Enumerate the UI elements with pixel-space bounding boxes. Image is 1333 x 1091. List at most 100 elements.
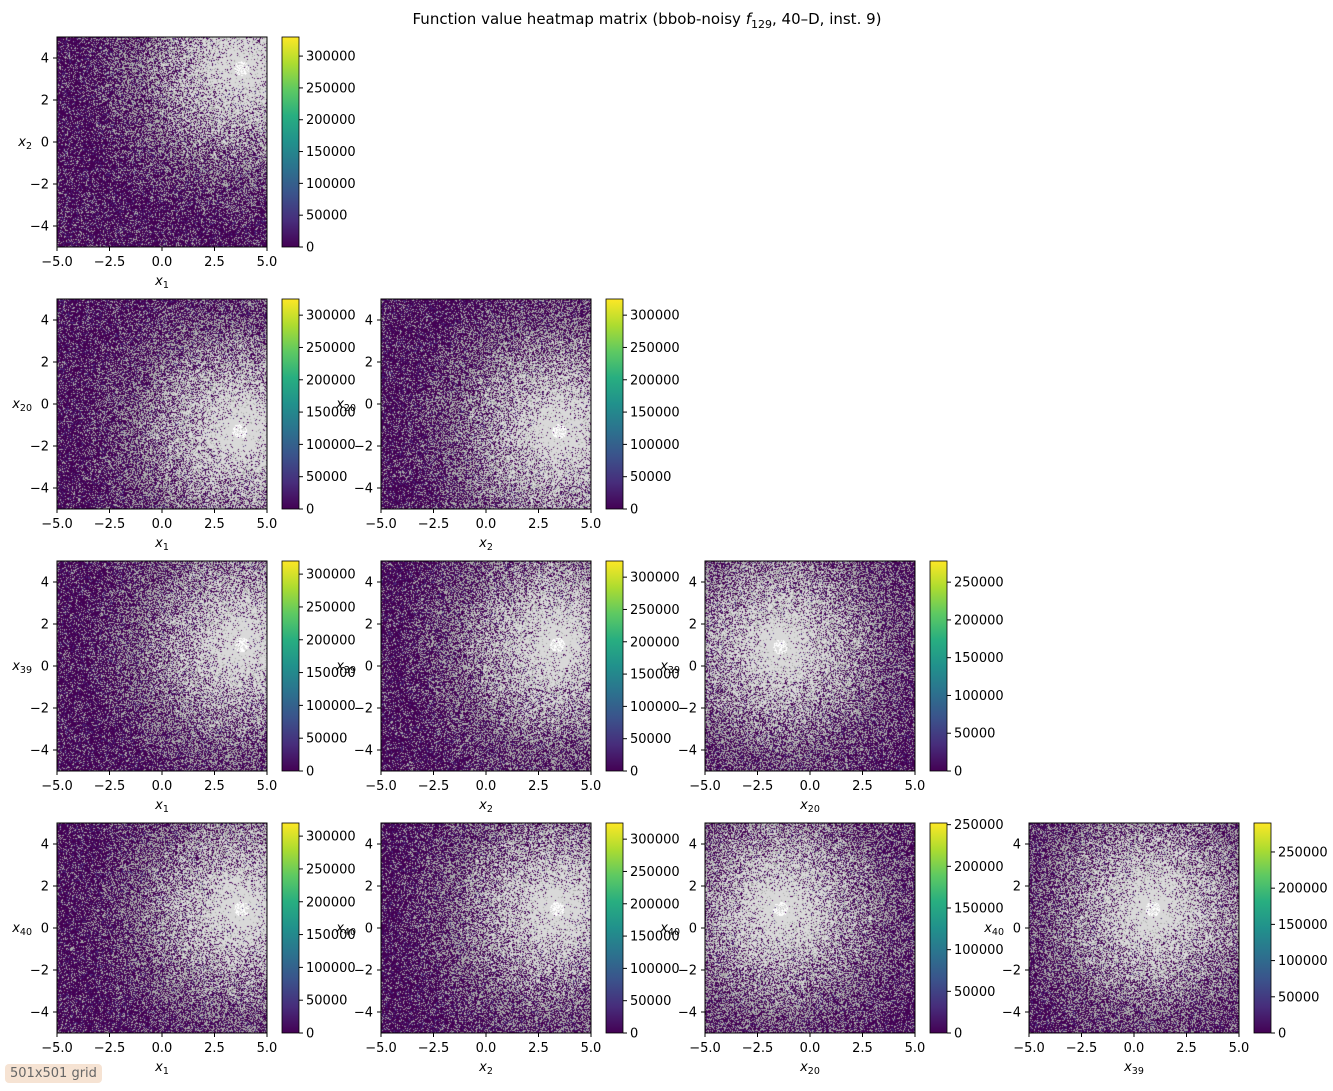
colorbar-tick-label: 0	[630, 1027, 638, 1042]
y-tick-label: −2	[678, 964, 697, 979]
y-tick-label: 4	[689, 576, 697, 591]
x-tick-label: −5.0	[365, 517, 397, 532]
y-tick-label: 2	[41, 94, 49, 109]
y-tick-label: 4	[365, 314, 373, 329]
x-tick-label: −5.0	[41, 779, 73, 794]
colorbar-tick-label: 300000	[306, 50, 356, 65]
colorbar-tick-label: 100000	[306, 177, 356, 192]
y-tick-label: −4	[1002, 1006, 1021, 1021]
colorbar: 0 50000 100000 150000 200000 250000 300000	[605, 822, 680, 1042]
colorbar-tick-label: 250000	[954, 576, 1004, 591]
heatmap-panel-x39-x40: −5.0 −2.5 0.0 2.5 5.0 −4 −2 0 2 4 x39 x40 0 50000 1000…	[983, 822, 1328, 1077]
colorbar-tick-label: 100000	[630, 438, 680, 453]
heatmap-image	[57, 299, 267, 509]
colorbar-tick-label: 50000	[1278, 990, 1319, 1005]
x-tick-label: 0.0	[1124, 1041, 1145, 1056]
colorbar-tick-label: 250000	[306, 81, 356, 96]
colorbar-tick-label: 200000	[306, 633, 356, 648]
x-tick-label: 5.0	[905, 1041, 926, 1056]
heatmap-image	[705, 823, 915, 1033]
colorbar-gradient	[929, 560, 948, 772]
colorbar-tick-label: 200000	[306, 895, 356, 910]
colorbar-tick-label: 0	[306, 765, 314, 780]
y-tick-label: 2	[689, 880, 697, 895]
heatmap-panel-x2-x40: −5.0 −2.5 0.0 2.5 5.0 −4 −2 0 2 4 x2 x40 0 50000 10000…	[335, 822, 680, 1077]
x-tick-label: 2.5	[204, 255, 225, 270]
x-tick-label: 2.5	[204, 517, 225, 532]
y-tick-label: −4	[354, 482, 373, 497]
colorbar-tick-label: 50000	[306, 732, 347, 747]
colorbar-tick-label: 300000	[630, 833, 680, 848]
colorbar-tick-label: 100000	[306, 961, 356, 976]
y-tick-label: 4	[1013, 838, 1021, 853]
colorbar-gradient	[281, 36, 300, 248]
colorbar-tick-label: 100000	[1278, 954, 1328, 969]
heatmap-panel-x1-x2: −5.0 −2.5 0.0 2.5 5.0 −4 −2 0 2 4 x1 x2 0 50000 100000…	[17, 36, 356, 291]
colorbar-tick-label: 200000	[630, 897, 680, 912]
x-tick-label: −2.5	[418, 1041, 450, 1056]
x-tick-label: −2.5	[1066, 1041, 1098, 1056]
colorbar-tick-label: 150000	[306, 145, 356, 160]
x-tick-label: −2.5	[418, 517, 450, 532]
x-tick-label: −2.5	[94, 255, 126, 270]
colorbar-tick-label: 200000	[630, 373, 680, 388]
colorbar-tick-label: 150000	[306, 666, 356, 681]
x-tick-label: 0.0	[152, 779, 173, 794]
y-axis-label: x20	[11, 397, 32, 414]
y-tick-label: 0	[41, 660, 49, 675]
y-tick-label: −4	[30, 744, 49, 759]
y-tick-label: −2	[30, 178, 49, 193]
y-axis-label: x2	[17, 135, 32, 152]
y-tick-label: 0	[41, 398, 49, 413]
colorbar-tick-label: 300000	[630, 571, 680, 586]
colorbar: 0 50000 100000 150000 200000 250000 300000	[281, 36, 356, 256]
x-axis-label: x2	[478, 1060, 493, 1077]
y-tick-label: 4	[41, 314, 49, 329]
y-axis-label: x20	[335, 397, 356, 414]
x-tick-label: −5.0	[1013, 1041, 1045, 1056]
colorbar-tick-label: 250000	[630, 341, 680, 356]
colorbar-tick-label: 0	[630, 765, 638, 780]
x-tick-label: 5.0	[905, 779, 926, 794]
x-tick-label: 0.0	[152, 517, 173, 532]
colorbar-tick-label: 100000	[954, 689, 1004, 704]
y-tick-label: 0	[689, 922, 697, 937]
colorbar: 0 50000 100000 150000 200000 250000 300000	[281, 560, 356, 780]
y-axis-label: x40	[983, 921, 1004, 938]
x-tick-label: −5.0	[365, 779, 397, 794]
heatmap-image	[57, 823, 267, 1033]
heatmap-image	[57, 37, 267, 247]
colorbar-tick-label: 300000	[306, 309, 356, 324]
colorbar-tick-label: 50000	[630, 994, 671, 1009]
colorbar-tick-label: 0	[306, 503, 314, 518]
y-axis-label: x39	[659, 659, 680, 676]
y-tick-label: 2	[41, 618, 49, 633]
y-tick-label: −4	[678, 1006, 697, 1021]
colorbar-tick-label: 150000	[954, 651, 1004, 666]
y-axis-label: x40	[11, 921, 32, 938]
colorbar-tick-label: 50000	[306, 994, 347, 1009]
colorbar-tick-label: 100000	[306, 699, 356, 714]
colorbar-gradient	[1253, 822, 1272, 1034]
y-axis-label: x40	[335, 921, 356, 938]
colorbar-tick-label: 50000	[630, 732, 671, 747]
colorbar-tick-label: 300000	[306, 568, 356, 583]
colorbar-tick-label: 0	[954, 765, 962, 780]
x-tick-label: −2.5	[742, 1041, 774, 1056]
x-tick-label: 2.5	[852, 779, 873, 794]
x-axis-label: x20	[799, 1060, 820, 1077]
colorbar-tick-label: 150000	[630, 668, 680, 683]
grid-size-note: 501x501 grid	[5, 1064, 102, 1083]
colorbar: 0 50000 100000 150000 200000 250000	[929, 818, 1004, 1042]
colorbar-tick-label: 200000	[1278, 882, 1328, 897]
y-tick-label: 2	[689, 618, 697, 633]
heatmap-panel-x1-x39: −5.0 −2.5 0.0 2.5 5.0 −4 −2 0 2 4 x1 x39 0 50000 10000…	[11, 560, 356, 815]
x-axis-label: x2	[478, 798, 493, 815]
colorbar-tick-label: 0	[306, 241, 314, 256]
colorbar-tick-label: 200000	[306, 113, 356, 128]
y-tick-label: −2	[30, 964, 49, 979]
heatmap-image	[705, 561, 915, 771]
heatmap-panel-x2-x39: −5.0 −2.5 0.0 2.5 5.0 −4 −2 0 2 4 x2 x39 0 50000 10000…	[335, 560, 680, 815]
colorbar-tick-label: 0	[306, 1027, 314, 1042]
